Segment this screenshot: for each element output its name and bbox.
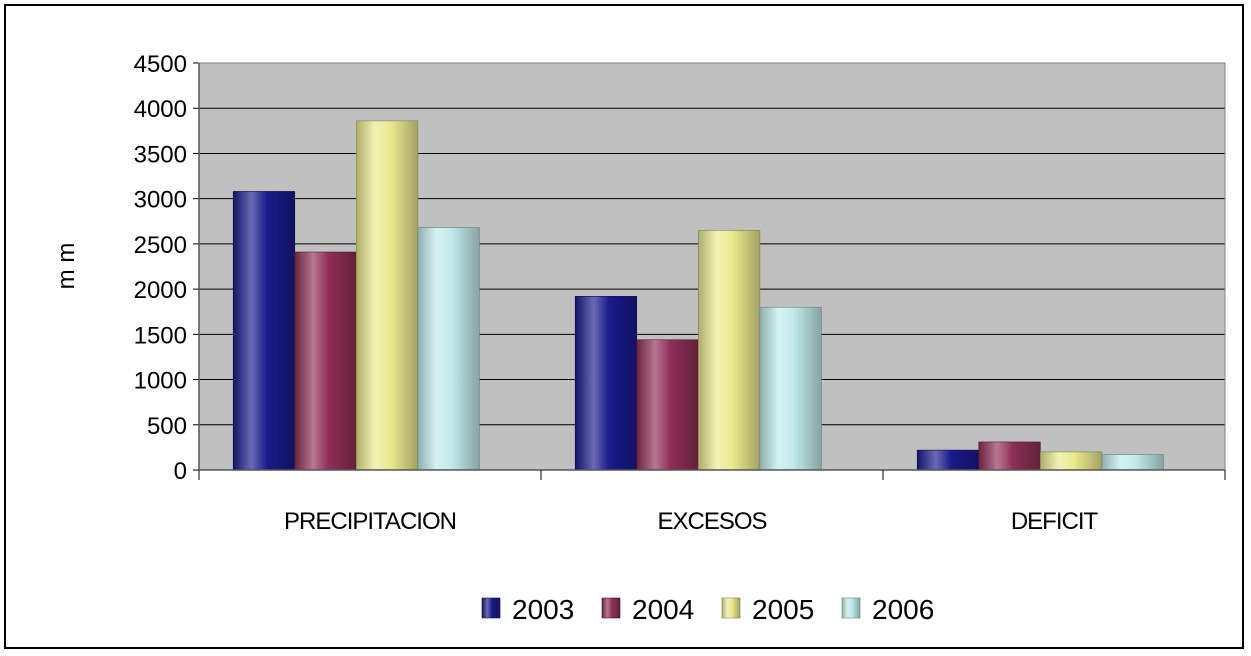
legend-swatch	[841, 597, 861, 619]
legend-label: 2003	[512, 594, 574, 625]
axes	[198, 62, 1226, 480]
bar-2005-precipitacion	[356, 120, 419, 471]
legend-swatch	[481, 597, 501, 619]
bar-2006-deficit	[1101, 454, 1164, 471]
category-label: DEFICIT	[1011, 508, 1099, 535]
bar-2003-excesos	[574, 296, 638, 471]
y-tick-label: 3000	[134, 187, 187, 214]
legend-swatch	[601, 597, 621, 619]
y-tick-label: 4500	[134, 51, 187, 78]
legend: 2003 2004 2005 2006	[481, 594, 934, 625]
bar-2006-excesos	[759, 306, 822, 471]
category-label: EXCESOS	[657, 508, 766, 535]
y-tick-labels: 0 500 1000 1500 2000 2500 3000 3500 4000 4500	[134, 51, 187, 485]
bar-2004-excesos	[636, 339, 699, 471]
category-labels: PRECIPITACION EXCESOS DEFICIT	[284, 508, 1099, 535]
y-tick-label: 1500	[134, 322, 187, 349]
bar-2004-deficit	[978, 441, 1041, 471]
plot-border	[198, 62, 1226, 471]
legend-label: 2006	[872, 594, 934, 625]
legend-label: 2004	[632, 594, 694, 625]
bar-2005-deficit	[1040, 451, 1103, 471]
y-tick-label: 3500	[134, 141, 187, 168]
bars	[232, 120, 1164, 471]
bar-2006-precipitacion	[417, 227, 480, 471]
y-tick-label: 4000	[134, 96, 187, 123]
y-tick-label: 500	[147, 413, 187, 440]
y-tick-label: 2500	[134, 232, 187, 259]
y-tick-label: 2000	[134, 277, 187, 304]
bar-2005-excesos	[698, 230, 761, 471]
y-tick-label: 0	[174, 458, 187, 485]
bar-2003-precipitacion	[232, 191, 296, 471]
legend-label: 2005	[752, 594, 814, 625]
category-label: PRECIPITACION	[284, 508, 456, 535]
y-axis-label: m m	[53, 243, 80, 290]
y-tick-label: 1000	[134, 368, 187, 395]
legend-swatch	[721, 597, 741, 619]
bar-2003-deficit	[916, 449, 980, 471]
bar-2004-precipitacion	[294, 251, 357, 471]
